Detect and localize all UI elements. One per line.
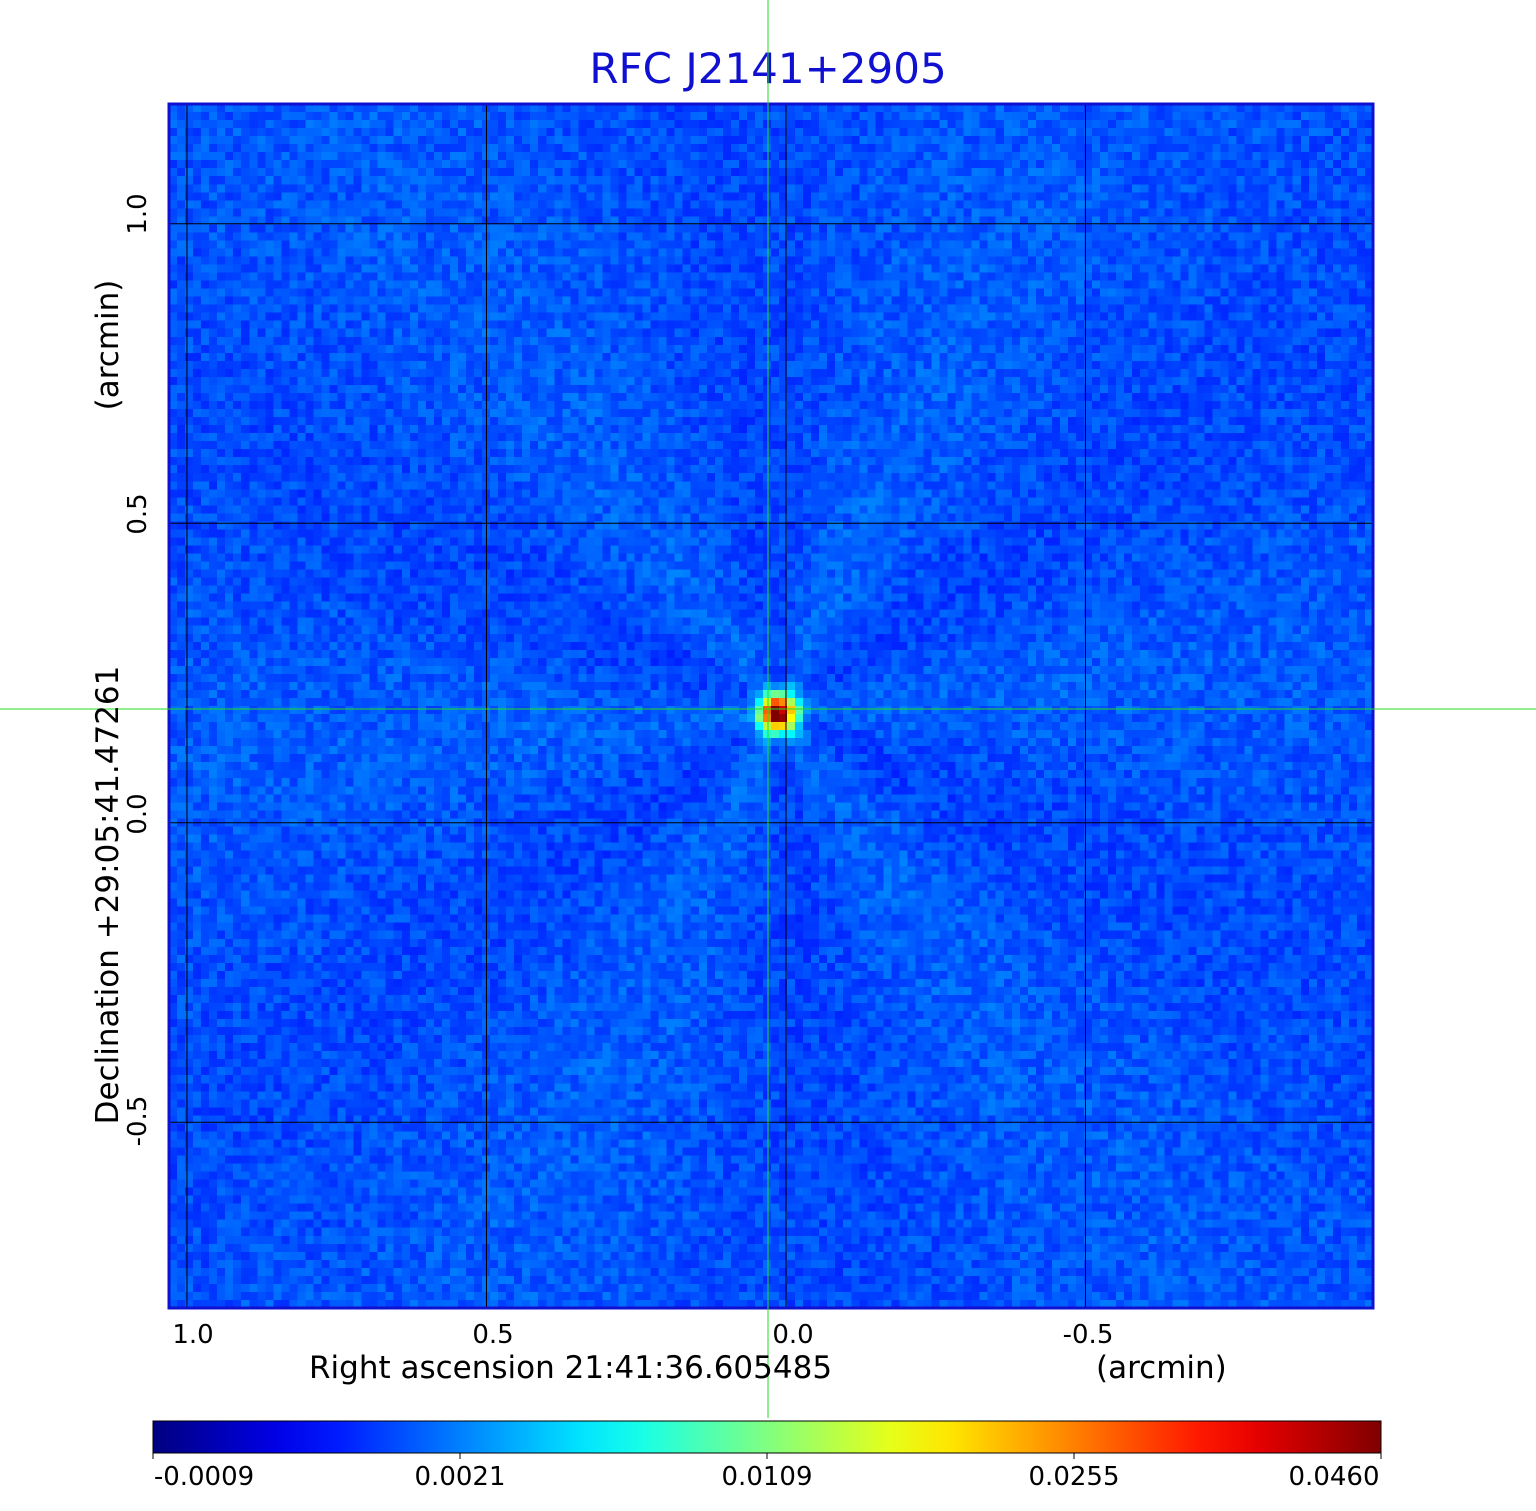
- y-tick-label: 1.0: [123, 193, 153, 235]
- x-tick-label: 0.0: [772, 1320, 814, 1350]
- colorbar-tick-label: 0.0460: [1288, 1462, 1380, 1492]
- x-axis-unit: (arcmin): [1096, 1350, 1227, 1386]
- sky-image: [169, 104, 1373, 1308]
- y-axis-unit: (arcmin): [90, 279, 126, 411]
- colorbar: [152, 1420, 1382, 1454]
- y-axis-label: Declination +29:05:41.47261: [90, 665, 126, 1125]
- x-tick-label: 1.0: [172, 1320, 214, 1350]
- x-tick-label: 0.5: [472, 1320, 514, 1350]
- y-tick-label: 0.5: [123, 493, 153, 535]
- colorbar-tick-label: 0.0021: [414, 1462, 506, 1492]
- colorbar-tick-label: -0.0009: [153, 1462, 255, 1492]
- x-axis-label: Right ascension 21:41:36.605485: [309, 1350, 833, 1386]
- x-tick-label: -0.5: [1062, 1320, 1114, 1350]
- colorbar-tick-label: 0.0255: [1028, 1462, 1120, 1492]
- y-tick-label: 0.0: [123, 793, 153, 835]
- plot-frame: [167, 102, 1375, 1310]
- colorbar-tick-label: 0.0109: [721, 1462, 813, 1492]
- y-tick-label: -0.5: [123, 1095, 153, 1147]
